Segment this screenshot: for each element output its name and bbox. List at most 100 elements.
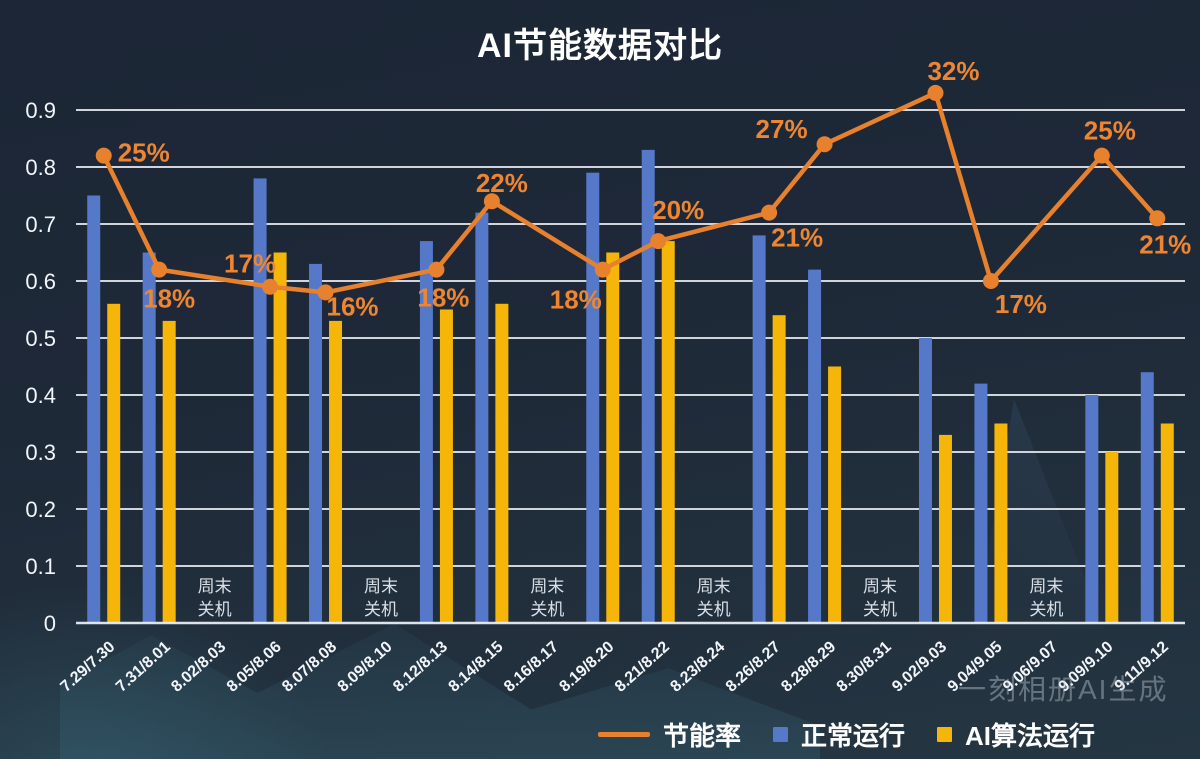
bar-normal: [641, 149, 655, 623]
y-tick-label: 0.1: [25, 554, 56, 579]
rate-point: [982, 273, 999, 289]
legend-square-swatch-normal: [773, 727, 789, 742]
bar-ai: [107, 303, 121, 623]
weekend-shutdown-note: 关机: [198, 600, 232, 619]
bar-normal: [1085, 395, 1099, 623]
rate-point: [483, 193, 500, 210]
bar-ai: [495, 303, 509, 623]
y-tick-label: 0.4: [25, 383, 56, 408]
weekend-shutdown-note: 周末: [364, 577, 398, 596]
bar-normal: [87, 195, 101, 623]
bar-normal: [142, 252, 156, 623]
rate-point: [927, 84, 944, 101]
rate-point: [428, 261, 445, 278]
bar-normal: [475, 212, 489, 623]
rate-point-label: 17%: [995, 289, 1047, 319]
x-tick-label: 8.05/8.06: [224, 638, 285, 695]
rate-point: [1149, 210, 1166, 227]
legend-item-rate: 节能率: [598, 716, 741, 753]
legend-label-rate: 节能率: [663, 721, 742, 751]
bar-normal: [253, 178, 267, 623]
y-tick-label: 0: [44, 611, 56, 636]
x-tick-label: 8.09/8.10: [335, 638, 396, 695]
rate-point-label: 21%: [771, 223, 823, 253]
x-tick-label: 8.26/8.27: [723, 638, 784, 695]
bar-ai: [1160, 423, 1174, 623]
legend: 节能率 正常运行 AI算法运行: [598, 716, 1095, 753]
bar-normal: [752, 235, 766, 623]
legend-label-normal: 正常运行: [801, 721, 906, 751]
x-tick-label: 8.14/8.15: [446, 638, 507, 695]
bar-ai: [273, 252, 287, 623]
weekend-shutdown-note: 周末: [198, 577, 232, 596]
rate-point: [650, 233, 667, 250]
rate-line: [101, 90, 1160, 295]
bar-normal: [808, 269, 822, 623]
y-tick-label: 0.2: [25, 497, 56, 522]
legend-item-ai: AI算法运行: [937, 716, 1095, 753]
rate-point: [317, 284, 334, 301]
rate-point: [594, 261, 611, 278]
rate-point-label: 18%: [143, 284, 195, 314]
rate-point-label: 22%: [476, 168, 528, 198]
bar-ai: [938, 434, 952, 623]
bar-ai: [606, 252, 620, 623]
x-tick-label: 8.30/8.31: [834, 638, 895, 695]
rate-point-label: 27%: [756, 114, 808, 144]
y-tick-label: 0.5: [25, 326, 56, 351]
x-tick-label: 8.23/8.24: [667, 638, 728, 695]
weekend-shutdown-note: 周末: [530, 577, 564, 596]
rate-point: [151, 261, 168, 278]
x-tick-label: 8.21/8.22: [612, 638, 673, 695]
y-tick-label: 0.7: [25, 212, 56, 237]
x-tick-label: 8.07/8.08: [279, 638, 340, 695]
weekend-shutdown-note: 周末: [697, 577, 731, 596]
bar-ai: [162, 320, 176, 623]
bar-ai: [439, 309, 453, 623]
bar-ai: [828, 366, 842, 623]
rate-point: [761, 204, 778, 221]
y-tick-label: 0.8: [25, 155, 56, 180]
bar-normal: [586, 172, 600, 623]
x-tick-label: 9.02/9.03: [889, 638, 950, 695]
x-tick-label: 8.16/8.17: [501, 638, 562, 695]
chart-title: AI节能数据对比: [477, 27, 723, 65]
legend-label-ai: AI算法运行: [965, 721, 1096, 751]
x-tick-label: 8.12/8.13: [390, 638, 451, 695]
x-tick-label: 8.19/8.20: [556, 638, 617, 695]
rate-point-label: 25%: [1084, 116, 1136, 146]
y-tick-label: 0.3: [25, 440, 56, 465]
x-tick-label: 8.02/8.03: [168, 638, 229, 695]
bar-normal: [309, 263, 323, 623]
weekend-shutdown-note: 关机: [364, 600, 398, 619]
rate-point-label: 17%: [224, 249, 276, 279]
rate-point-label: 16%: [327, 291, 379, 321]
x-tick-label: 7.31/8.01: [113, 638, 174, 695]
rate-point-label: 18%: [417, 283, 469, 313]
x-tick-label: 7.29/7.30: [57, 638, 118, 695]
rate-point: [816, 136, 833, 153]
weekend-shutdown-note: 周末: [863, 577, 897, 596]
x-tick-label: 8.28/8.29: [778, 638, 839, 695]
weekend-shutdown-note: 关机: [863, 600, 897, 619]
weekend-shutdown-note: 关机: [530, 600, 564, 619]
weekend-shutdown-note: 关机: [1029, 600, 1063, 619]
rate-point-label: 25%: [118, 138, 170, 168]
rate-point-label: 32%: [927, 56, 979, 86]
rate-point: [95, 147, 112, 164]
y-tick-label: 0.6: [25, 269, 56, 294]
bar-normal: [419, 241, 433, 623]
rate-point-label: 20%: [652, 195, 704, 225]
legend-item-normal: 正常运行: [773, 716, 905, 753]
bar-ai: [772, 315, 786, 623]
weekend-shutdown-note: 周末: [1029, 577, 1063, 596]
legend-line-swatch: [598, 732, 650, 737]
bar-normal: [1140, 372, 1154, 623]
bar-ai: [661, 241, 675, 623]
bar-ai: [1105, 452, 1119, 623]
watermark: 一刻相册AI生成: [958, 674, 1169, 705]
bar-ai: [994, 423, 1008, 623]
bar-ai: [329, 320, 343, 623]
